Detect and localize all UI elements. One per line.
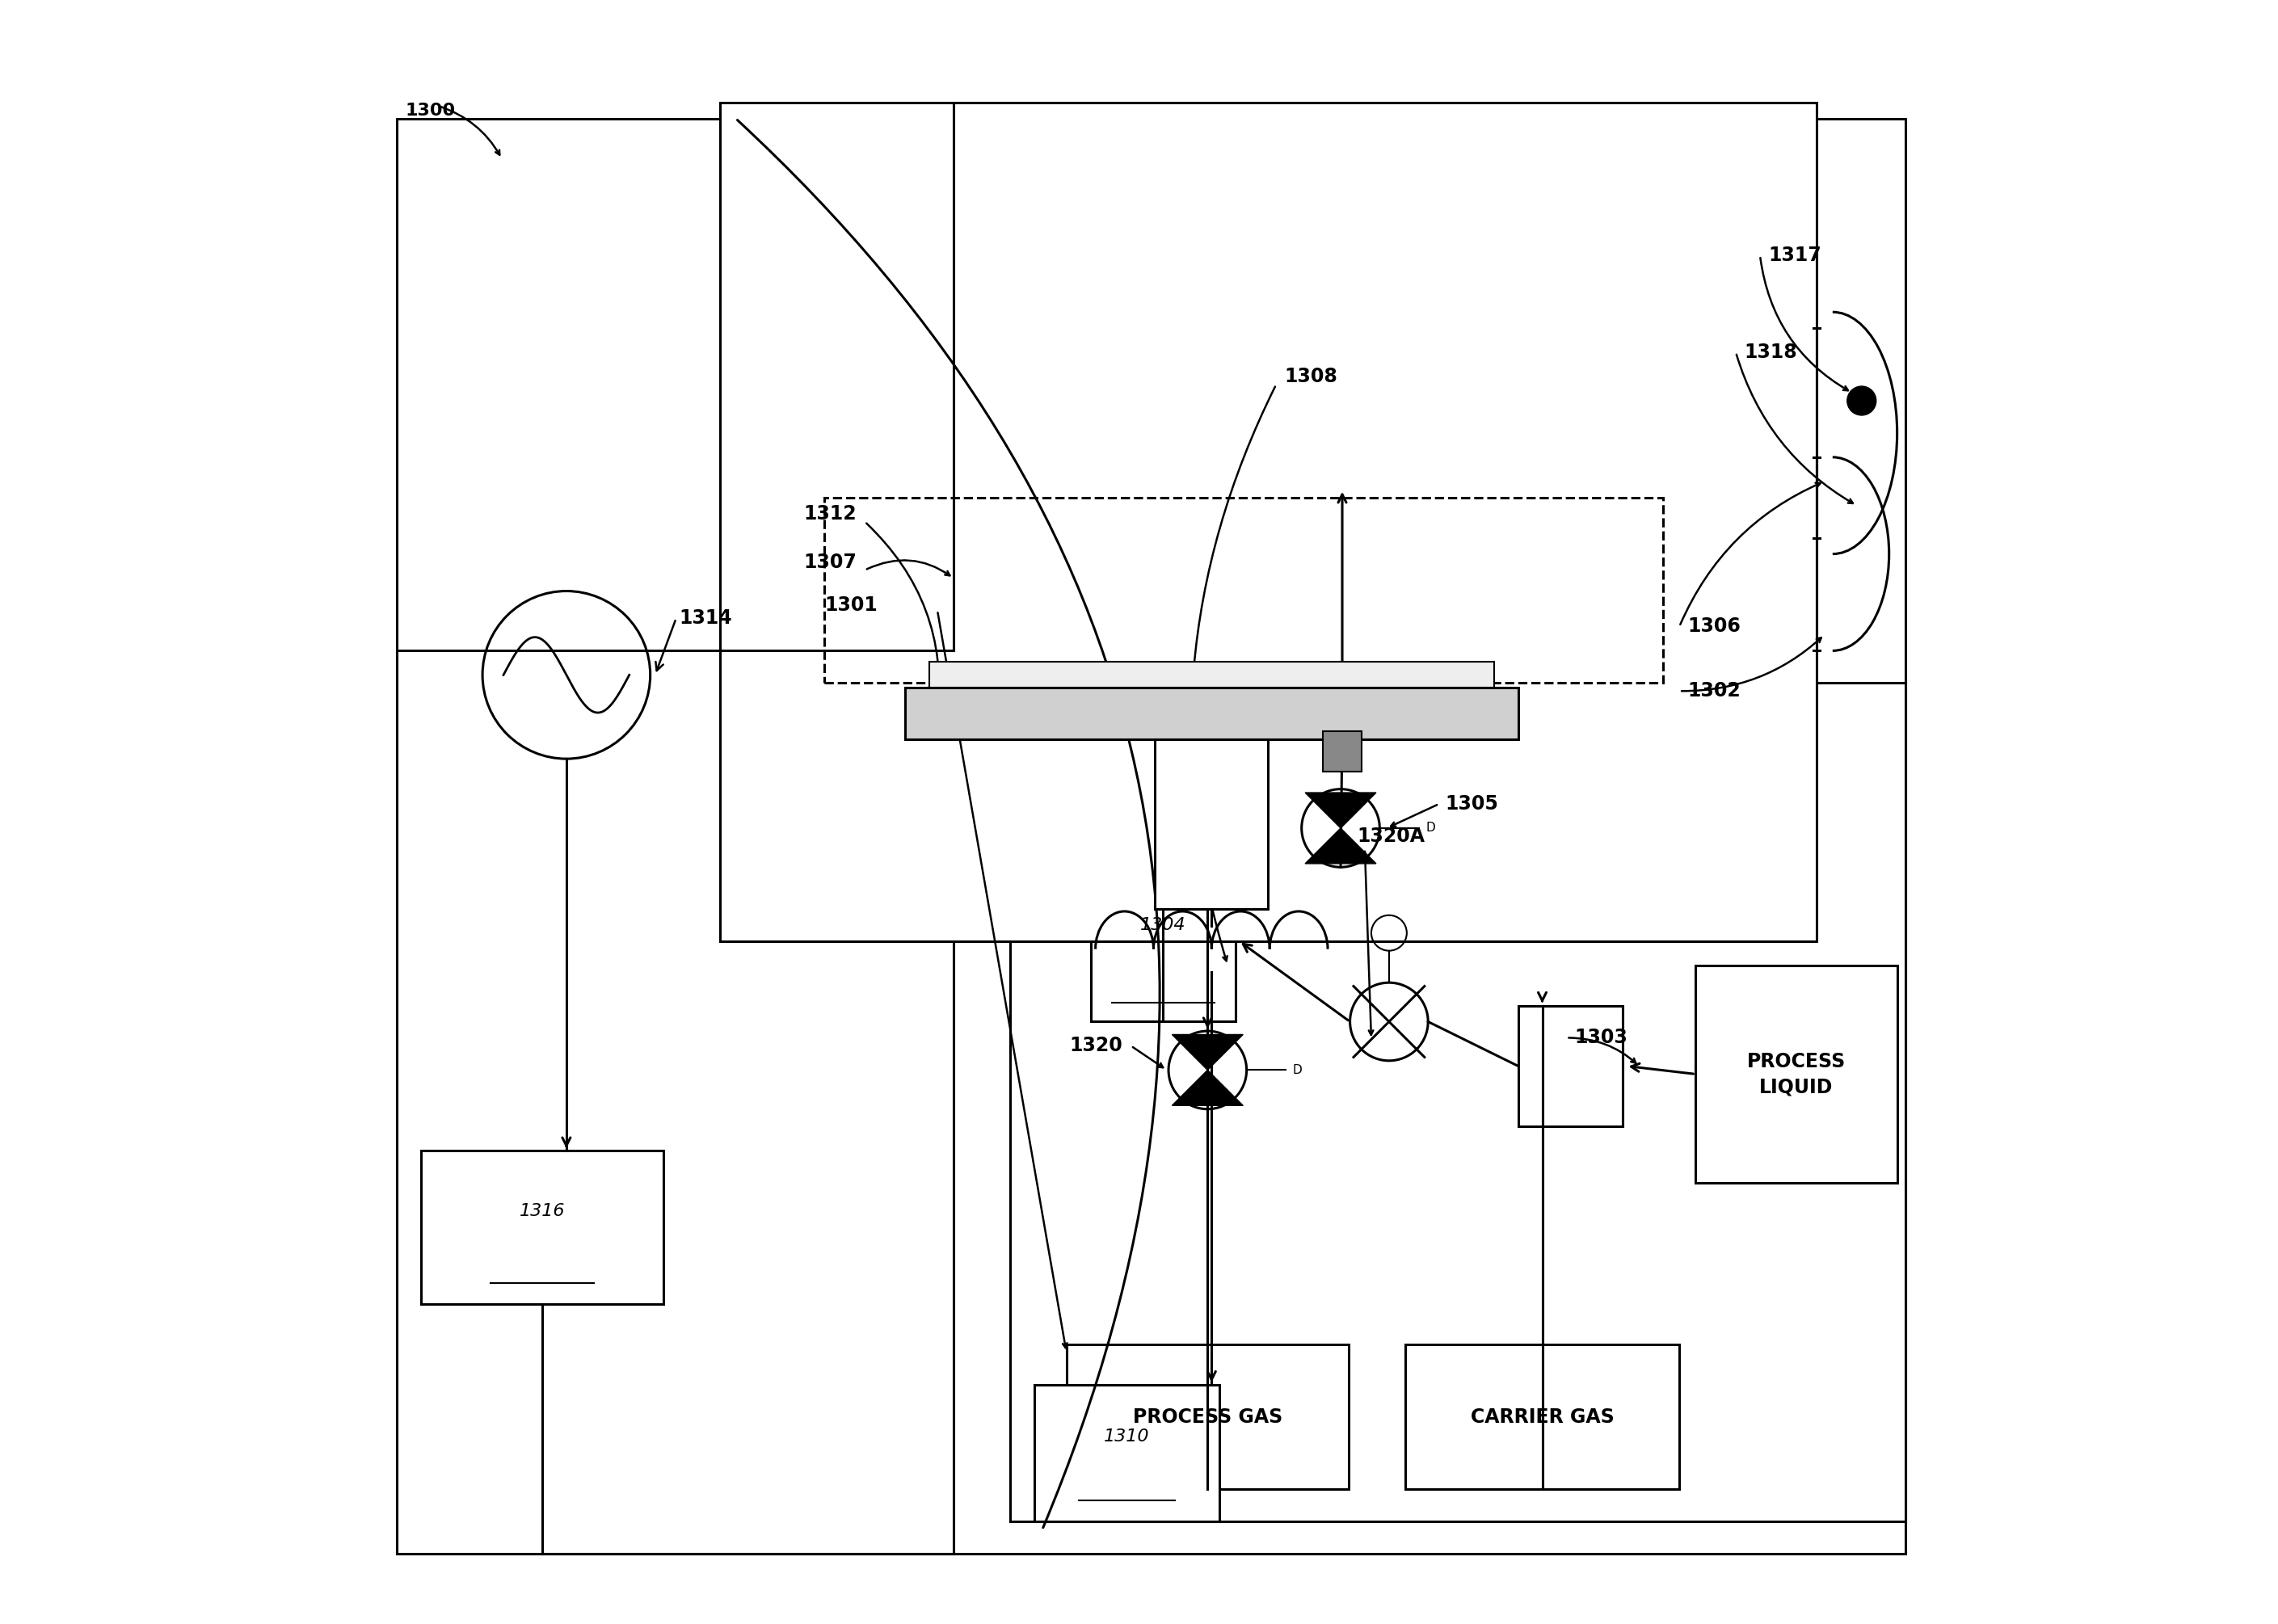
Bar — [1066, 1345, 1349, 1489]
Bar — [825, 497, 1663, 684]
Text: 1304: 1304 — [1141, 918, 1187, 932]
Bar — [1155, 739, 1269, 909]
Text: PROCESS GAS: PROCESS GAS — [1132, 1406, 1283, 1426]
Text: D: D — [1292, 1064, 1303, 1077]
Text: 1314: 1314 — [679, 609, 731, 628]
Bar — [1695, 965, 1898, 1182]
Bar — [929, 663, 1494, 689]
Bar — [1517, 1005, 1622, 1127]
Polygon shape — [1173, 1034, 1244, 1070]
Text: 1320A: 1320A — [1358, 827, 1424, 846]
Polygon shape — [1173, 1070, 1244, 1106]
Text: 1300: 1300 — [405, 102, 456, 119]
Text: CARRIER GAS: CARRIER GAS — [1469, 1406, 1615, 1426]
Text: 1305: 1305 — [1447, 794, 1499, 814]
Text: 1306: 1306 — [1688, 617, 1740, 637]
Bar — [421, 1151, 663, 1304]
Bar — [1034, 1385, 1219, 1522]
Text: 1307: 1307 — [804, 552, 857, 572]
Bar — [720, 102, 1816, 940]
Text: D: D — [1426, 822, 1435, 835]
Bar — [1324, 731, 1362, 771]
Bar — [396, 119, 1904, 1554]
Text: 1313: 1313 — [925, 697, 977, 716]
Bar — [396, 651, 954, 1554]
Circle shape — [1847, 387, 1877, 416]
Text: 1310: 1310 — [1105, 1429, 1150, 1445]
Text: 1316: 1316 — [519, 1203, 565, 1220]
Text: 1312: 1312 — [804, 503, 857, 523]
Bar — [1406, 1345, 1679, 1489]
Polygon shape — [1305, 793, 1376, 828]
Polygon shape — [1305, 828, 1376, 864]
Text: 1302: 1302 — [1688, 682, 1740, 700]
Text: 1308: 1308 — [1285, 367, 1337, 387]
Text: 1303: 1303 — [1574, 1028, 1629, 1047]
Bar — [904, 689, 1517, 739]
Text: 1301: 1301 — [825, 596, 877, 615]
Bar — [1091, 861, 1235, 1021]
Bar — [1009, 684, 1904, 1522]
Text: 1320: 1320 — [1071, 1036, 1123, 1056]
Text: 1318: 1318 — [1745, 343, 1797, 362]
Text: PROCESS
LIQUID: PROCESS LIQUID — [1747, 1052, 1845, 1096]
Text: 1317: 1317 — [1768, 245, 1820, 265]
